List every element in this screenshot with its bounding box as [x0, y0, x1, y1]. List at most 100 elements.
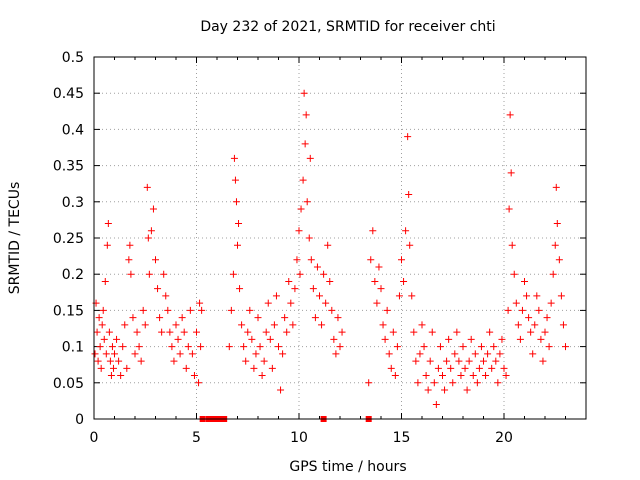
data-point: [242, 357, 250, 365]
data-point: [463, 386, 471, 394]
data-point: [109, 364, 117, 372]
data-point: [475, 364, 483, 372]
data-points: [91, 89, 569, 409]
data-point: [234, 241, 241, 249]
data-point: [291, 285, 299, 293]
data-point: [449, 379, 457, 387]
data-point: [555, 256, 563, 264]
data-point: [424, 386, 432, 394]
data-point: [371, 277, 379, 285]
data-point: [188, 350, 196, 358]
data-point: [248, 335, 256, 343]
data-point: [285, 277, 293, 285]
data-point: [477, 343, 485, 351]
data-point: [496, 350, 504, 358]
data-point: [395, 292, 403, 300]
data-point: [164, 306, 172, 314]
data-point: [152, 256, 159, 264]
data-point: [250, 364, 258, 372]
data-point: [416, 350, 424, 358]
data-point: [324, 241, 332, 249]
data-point: [500, 364, 508, 372]
x-tick-label: 20: [495, 430, 513, 446]
data-point: [559, 321, 567, 329]
data-point: [391, 372, 399, 380]
data-point: [330, 335, 338, 343]
tick-labels: 0 0.05 0.1 0.15 0.2 0.25 0.3 0.35 0.4 0.45 0.5 0 5 10…: [53, 50, 513, 446]
data-point: [131, 350, 139, 358]
data-point: [541, 328, 549, 336]
data-point: [393, 343, 401, 351]
data-point: [229, 270, 237, 278]
data-point: [367, 256, 375, 264]
data-point: [227, 306, 235, 314]
data-point: [141, 321, 149, 329]
data-point: [197, 343, 205, 351]
data-point: [523, 292, 531, 300]
data-point: [176, 350, 184, 358]
data-point: [144, 234, 152, 242]
data-point: [453, 328, 461, 336]
data-point: [178, 314, 186, 322]
data-point: [98, 321, 106, 329]
data-point: [137, 357, 145, 365]
data-point: [168, 343, 176, 351]
data-point: [518, 306, 526, 314]
x-axis-title: GPS time / hours: [289, 459, 406, 475]
data-point: [498, 335, 506, 343]
data-point: [505, 205, 513, 213]
data-point: [422, 372, 430, 380]
data-point: [389, 328, 397, 336]
data-point: [469, 372, 477, 380]
y-tick-label: 0.15: [53, 303, 84, 319]
data-point: [506, 111, 514, 119]
data-point: [484, 350, 492, 358]
x-tick-label: 5: [192, 430, 201, 446]
data-point: [549, 270, 557, 278]
data-point: [127, 270, 135, 278]
y-axis-title: SRMTID / TECUs: [7, 182, 23, 295]
y-tick-label: 0.2: [62, 267, 84, 283]
data-point: [93, 328, 101, 336]
data-point: [508, 241, 516, 249]
data-point: [398, 256, 405, 264]
data-point: [126, 241, 134, 249]
data-point: [334, 314, 342, 322]
data-point: [430, 379, 438, 387]
data-point: [451, 350, 459, 358]
data-point: [512, 299, 520, 307]
y-tick-label: 0.4: [62, 122, 84, 138]
data-point: [375, 263, 383, 271]
data-point: [326, 277, 334, 285]
data-point: [180, 328, 188, 336]
data-point: [105, 328, 113, 336]
data-point: [494, 379, 502, 387]
data-point: [119, 343, 127, 351]
data-point: [311, 314, 319, 322]
data-point: [196, 299, 204, 307]
data-point: [121, 321, 129, 329]
data-point: [406, 241, 414, 249]
data-point: [154, 285, 162, 293]
data-point: [533, 292, 541, 300]
data-point: [133, 328, 141, 336]
data-point: [303, 198, 311, 206]
data-point: [420, 343, 428, 351]
data-point: [434, 364, 442, 372]
x-tick-label: 15: [393, 430, 411, 446]
data-point: [381, 335, 389, 343]
data-point: [160, 270, 168, 278]
data-point: [283, 328, 291, 336]
data-point: [235, 220, 243, 228]
data-point: [297, 205, 305, 213]
data-point: [455, 357, 463, 365]
data-point: [504, 306, 512, 314]
data-point: [97, 364, 105, 372]
y-tick-label: 0.3: [62, 195, 84, 211]
data-point: [302, 111, 310, 119]
data-point: [445, 335, 453, 343]
data-point: [123, 364, 131, 372]
data-point: [113, 335, 121, 343]
data-point: [246, 306, 254, 314]
data-point: [387, 364, 395, 372]
